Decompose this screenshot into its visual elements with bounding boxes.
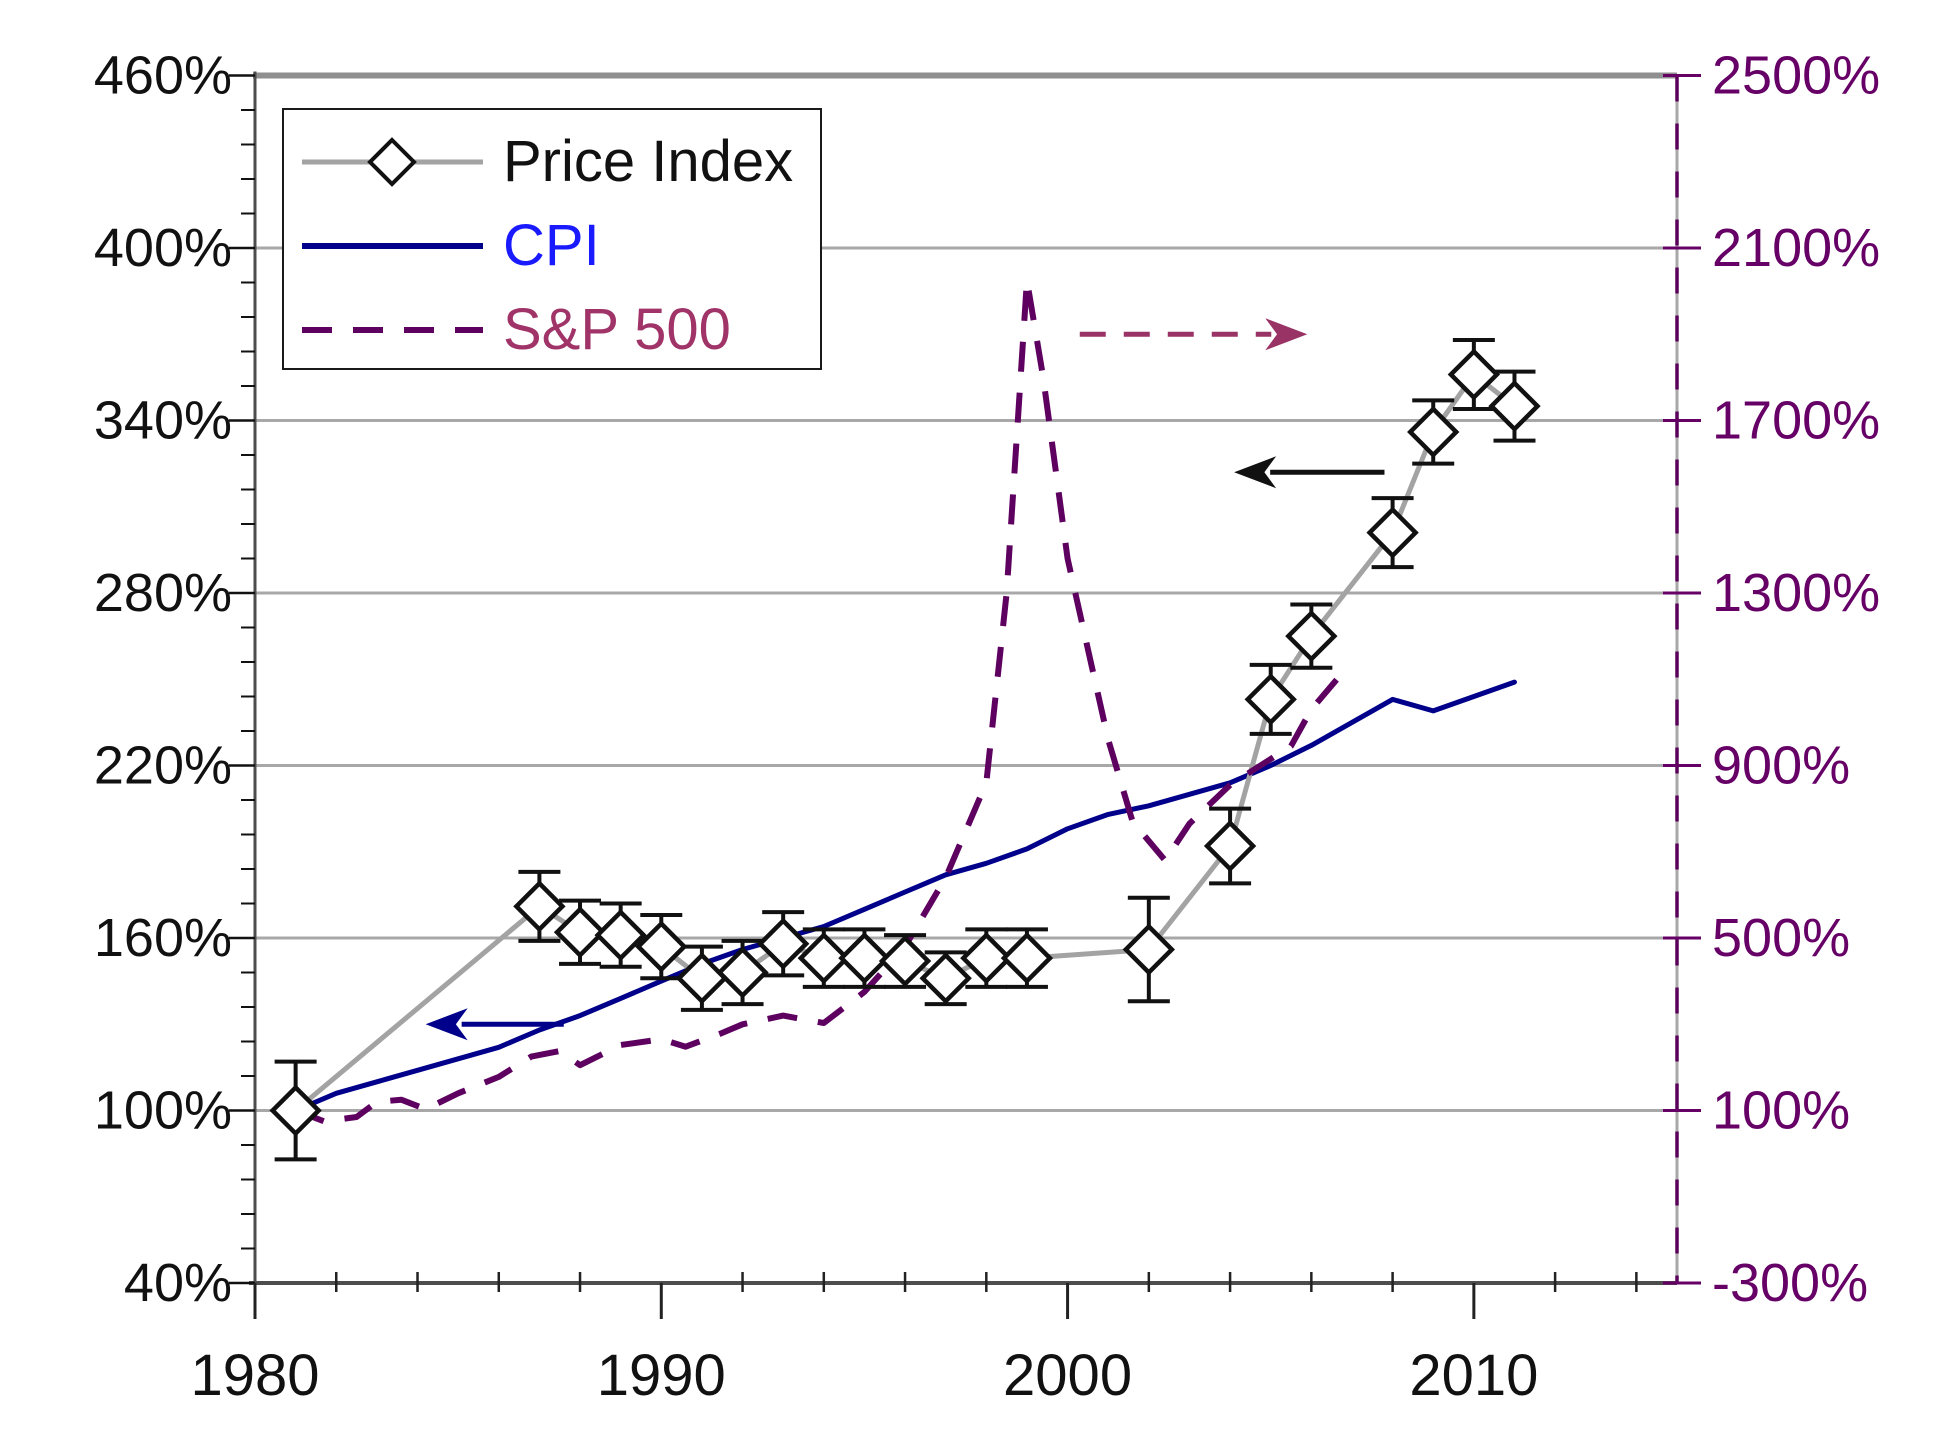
x-axis-tick-label: 1980 [190,1343,319,1408]
legend-swatch-cpi-icon [302,243,483,249]
legend-label-cpi: CPI [503,213,600,278]
diamond-marker [513,880,566,933]
diamond-marker [1488,379,1541,433]
left-axis-tick-label: 340% [94,391,232,451]
right-axis-tick-label: -300% [1712,1253,1868,1313]
diamond-marker [960,931,1013,985]
diamond-marker [838,931,891,985]
x-axis-tick-label: 2010 [1409,1343,1538,1408]
left-axis-tick-label: 220% [94,736,232,796]
right-axis-tick-label: 1300% [1712,563,1880,623]
diamond-marker [1122,923,1176,976]
right-axis-tick-label: 2100% [1712,218,1880,278]
legend-item-sp500: S&P 500 [300,288,820,372]
legend-item-price-index: Price Index [300,120,820,204]
diamond-marker [919,952,972,1005]
right-axis-tick-label: 500% [1712,908,1850,968]
diamond-marker [553,906,607,959]
x-axis-tick-label: 2000 [1003,1343,1132,1408]
diamond-marker [675,952,729,1005]
diamond-marker [594,908,647,962]
diamond-marker [1285,609,1338,663]
diamond-marker [756,917,810,970]
diamond-marker [1203,819,1257,873]
left-axis-tick-label: 400% [94,218,232,278]
cpi-line [293,679,1517,1113]
x-axis-tick-label: 1990 [597,1343,726,1408]
legend-label-price-index: Price Index [503,129,794,194]
right-axis-tick-label: 2500% [1712,46,1880,106]
left-axis-tick-label: 40% [124,1253,232,1313]
sp500-line [294,277,1351,1125]
left-axis-tick-label: 280% [94,563,232,623]
legend-swatch-sp500-icon [302,327,483,333]
price-index-left-axis-arrow-icon [1234,456,1277,489]
diamond-marker [1244,673,1297,726]
right-axis-tick-label: 900% [1712,736,1850,796]
diamond-marker [1447,348,1501,401]
diamond-marker [635,920,688,973]
diamond-marker [1366,506,1419,559]
cpi-left-axis-arrow-icon [425,1008,468,1041]
diamond-marker [1000,931,1054,985]
legend-item-cpi: CPI [300,204,820,288]
diamond-marker [878,934,932,988]
price-index-line [294,372,1517,1113]
right-axis-tick-label: 1700% [1712,391,1880,451]
diamond-marker [797,931,850,985]
left-axis-tick-label: 460% [94,46,232,106]
legend-swatch-price-index-icon [302,137,483,187]
legend: Price Index CPI S&P 500 [282,108,822,370]
left-axis-tick-label: 100% [94,1081,232,1141]
left-axis-tick-label: 160% [94,908,232,968]
diamond-marker [1407,405,1460,459]
diamond-marker [269,1084,322,1137]
legend-label-sp500: S&P 500 [503,297,731,362]
diamond-marker [716,946,769,999]
sp500-right-axis-arrow-icon [1265,318,1308,351]
right-axis-tick-label: 100% [1712,1081,1850,1141]
